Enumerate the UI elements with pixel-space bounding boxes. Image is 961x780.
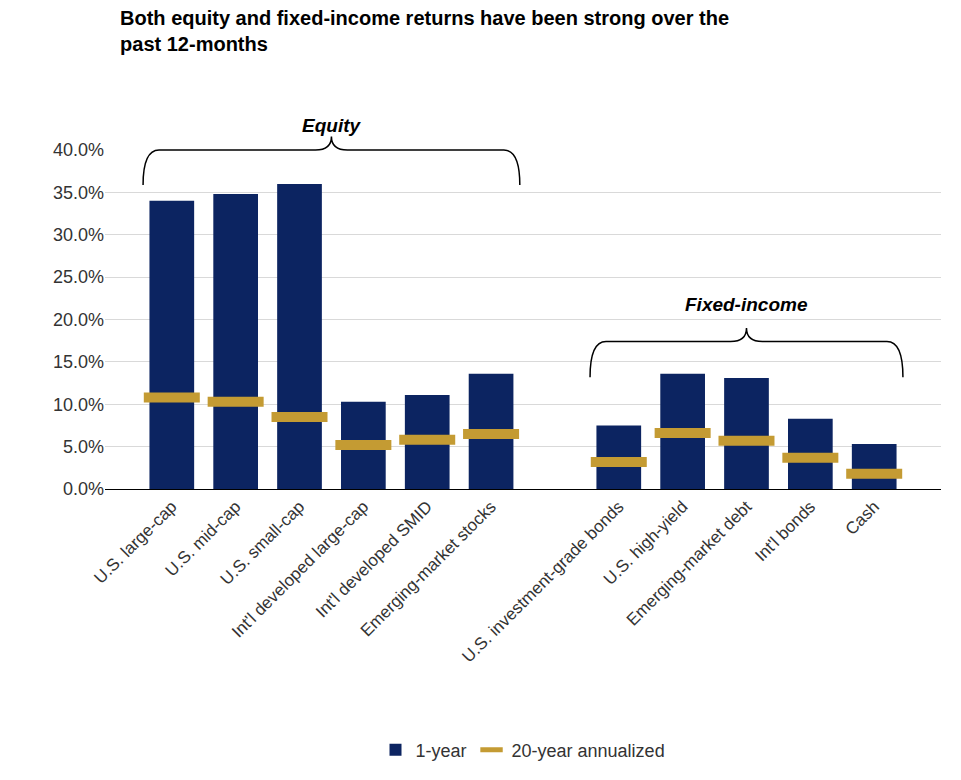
svg-text:20.0%: 20.0%	[53, 310, 104, 330]
svg-text:Int'l developed SMID: Int'l developed SMID	[312, 497, 436, 621]
svg-text:U.S. investment-grade bonds: U.S. investment-grade bonds	[458, 497, 627, 666]
svg-text:0.0%: 0.0%	[63, 479, 104, 499]
svg-text:20-year annualized: 20-year annualized	[512, 741, 665, 761]
svg-text:30.0%: 30.0%	[53, 225, 104, 245]
svg-text:Both equity and fixed-income r: Both equity and fixed-income returns hav…	[120, 7, 729, 55]
svg-text:1-year: 1-year	[416, 741, 467, 761]
svg-text:U.S. small-cap: U.S. small-cap	[217, 497, 309, 589]
svg-text:25.0%: 25.0%	[53, 267, 104, 287]
svg-text:40.0%: 40.0%	[53, 140, 104, 160]
svg-text:U.S. mid-cap: U.S. mid-cap	[162, 497, 245, 580]
svg-text:U.S. large-cap: U.S. large-cap	[90, 497, 180, 587]
svg-text:Emerging-market stocks: Emerging-market stocks	[357, 497, 500, 640]
svg-text:10.0%: 10.0%	[53, 395, 104, 415]
svg-text:35.0%: 35.0%	[53, 183, 104, 203]
svg-text:Emerging-market debt: Emerging-market debt	[623, 497, 756, 630]
svg-text:U.S. high-yield: U.S. high-yield	[600, 497, 692, 589]
svg-text:5.0%: 5.0%	[63, 437, 104, 457]
svg-text:Fixed-income: Fixed-income	[685, 294, 808, 315]
svg-text:15.0%: 15.0%	[53, 352, 104, 372]
svg-text:Cash: Cash	[842, 497, 883, 538]
svg-text:Equity: Equity	[302, 115, 361, 136]
svg-text:Int'l developed large-cap: Int'l developed large-cap	[228, 497, 372, 641]
svg-text:Int'l bonds: Int'l bonds	[751, 497, 819, 565]
